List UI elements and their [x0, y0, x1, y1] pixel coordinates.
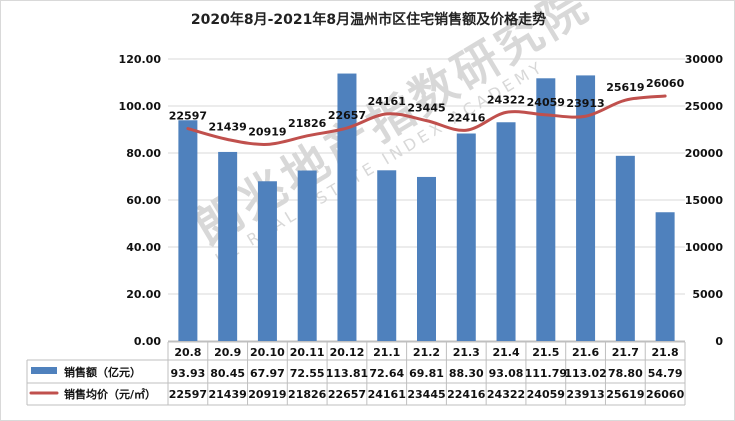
sales-bar [536, 78, 556, 341]
price-data-label: 26060 [646, 77, 685, 90]
left-axis-tick-label: 60.00 [126, 194, 161, 207]
price-table-value: 23913 [566, 388, 604, 401]
category-label: 20.12 [330, 346, 365, 359]
right-axis-tick-label: 10000 [685, 241, 724, 254]
category-label: 21.7 [612, 346, 639, 359]
right-axis-tick-label: 30000 [685, 53, 724, 66]
price-table-value: 25619 [606, 388, 644, 401]
right-axis-tick-label: 25000 [685, 100, 724, 113]
sales-table-value: 93.08 [489, 367, 524, 380]
price-data-label: 22597 [169, 110, 207, 123]
price-data-label: 21439 [209, 120, 247, 133]
sales-table-value: 113.02 [564, 367, 606, 380]
price-table-value: 21439 [209, 388, 247, 401]
price-data-label: 23445 [407, 102, 445, 115]
sales-bar [417, 176, 436, 341]
sales-table-value: 67.97 [250, 367, 285, 380]
price-data-label: 21826 [288, 117, 327, 130]
price-table-value: 20919 [248, 388, 286, 401]
left-axis-tick-label: 20.00 [126, 288, 161, 301]
price-table-value: 22657 [328, 388, 366, 401]
category-label: 20.9 [214, 346, 241, 359]
price-data-label: 22657 [328, 109, 366, 122]
sales-bar [337, 73, 357, 341]
sales-table-value: 88.30 [449, 367, 484, 380]
category-label: 20.8 [174, 346, 201, 359]
price-table-value: 22597 [169, 388, 207, 401]
price-legend-label: 销售均价（元/㎡） [64, 387, 156, 401]
sales-bar [218, 151, 238, 341]
sales-bar [576, 75, 596, 341]
price-table-value: 24322 [487, 388, 525, 401]
sales-bar [297, 170, 317, 341]
price-table-value: 23445 [407, 388, 445, 401]
sales-table-value: 72.55 [290, 367, 325, 380]
price-table-value: 24161 [368, 388, 406, 401]
sales-legend-label: 销售额（亿元） [64, 365, 141, 379]
price-data-label: 24059 [527, 96, 565, 109]
sales-table-value: 69.81 [409, 367, 444, 380]
price-table-value: 21826 [288, 388, 327, 401]
sales-table-value: 54.79 [648, 367, 683, 380]
chart-title: 2020年8月-2021年8月温州市区住宅销售额及价格走势 [190, 12, 547, 28]
sales-bar [377, 170, 397, 341]
category-label: 21.8 [652, 346, 679, 359]
price-table-value: 24059 [527, 388, 565, 401]
sales-table-value: 80.45 [210, 367, 245, 380]
price-data-label: 22416 [447, 111, 486, 124]
sales-bar [178, 120, 198, 342]
category-label: 21.6 [572, 346, 599, 359]
left-axis-tick-label: 80.00 [126, 147, 161, 160]
sales-legend-swatch [31, 367, 57, 374]
sales-table-value: 93.93 [170, 367, 205, 380]
right-axis-tick-label: 15000 [685, 194, 724, 207]
category-label: 21.5 [532, 346, 559, 359]
category-label: 21.4 [492, 346, 519, 359]
left-axis-tick-label: 0.00 [134, 335, 161, 348]
sales-bar [615, 155, 635, 341]
price-table-value: 22416 [447, 388, 486, 401]
sales-table-value: 113.81 [326, 367, 368, 380]
sales-table-value: 72.64 [369, 367, 404, 380]
right-axis-tick-label: 20000 [685, 147, 724, 160]
left-axis-tick-label: 120.00 [119, 53, 162, 66]
sales-bar [496, 122, 516, 342]
price-data-label: 23913 [566, 97, 604, 110]
price-data-label: 24161 [368, 95, 406, 108]
price-data-label: 20919 [248, 125, 286, 138]
price-table-value: 26060 [646, 388, 685, 401]
price-data-label: 25619 [606, 81, 644, 94]
left-axis-tick-label: 100.00 [119, 100, 162, 113]
sales-bar [257, 181, 277, 341]
category-label: 21.1 [373, 346, 400, 359]
left-axis-tick-label: 40.00 [126, 241, 161, 254]
right-axis-tick-label: 5000 [692, 288, 723, 301]
sales-bar [655, 212, 675, 341]
category-label: 21.3 [453, 346, 480, 359]
category-label: 21.2 [413, 346, 440, 359]
sales-bar [456, 133, 476, 341]
price-line [186, 94, 667, 146]
sales-table-value: 111.79 [525, 367, 567, 380]
category-label: 20.11 [290, 346, 325, 359]
category-label: 20.10 [250, 346, 285, 359]
sales-table-value: 78.80 [608, 367, 643, 380]
price-data-label: 24322 [487, 93, 525, 106]
right-axis-tick-label: 0 [715, 335, 723, 348]
